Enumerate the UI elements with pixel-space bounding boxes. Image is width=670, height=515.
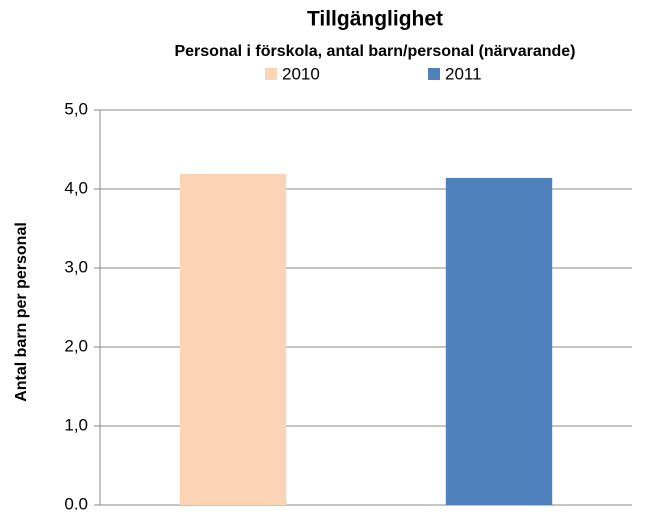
y-tick-label: 5,0	[64, 99, 88, 118]
bar	[179, 173, 287, 506]
y-tick-label: 3,0	[64, 257, 88, 276]
y-axis-label: Antal barn per personal	[13, 222, 30, 402]
chart-subtitle: Personal i förskola, antal barn/personal…	[174, 43, 575, 60]
legend-swatch	[265, 68, 277, 80]
legend-label: 2011	[445, 64, 482, 83]
bar	[445, 177, 553, 505]
legend-swatch	[428, 68, 440, 80]
y-tick-label: 0.0	[64, 494, 88, 513]
y-tick-label: 4,0	[64, 178, 88, 197]
y-tick-label: 1,0	[64, 415, 88, 434]
chart-title: Tillgänglighet	[307, 8, 443, 31]
y-tick-label: 2,0	[64, 336, 88, 355]
legend-label: 2010	[282, 64, 320, 83]
